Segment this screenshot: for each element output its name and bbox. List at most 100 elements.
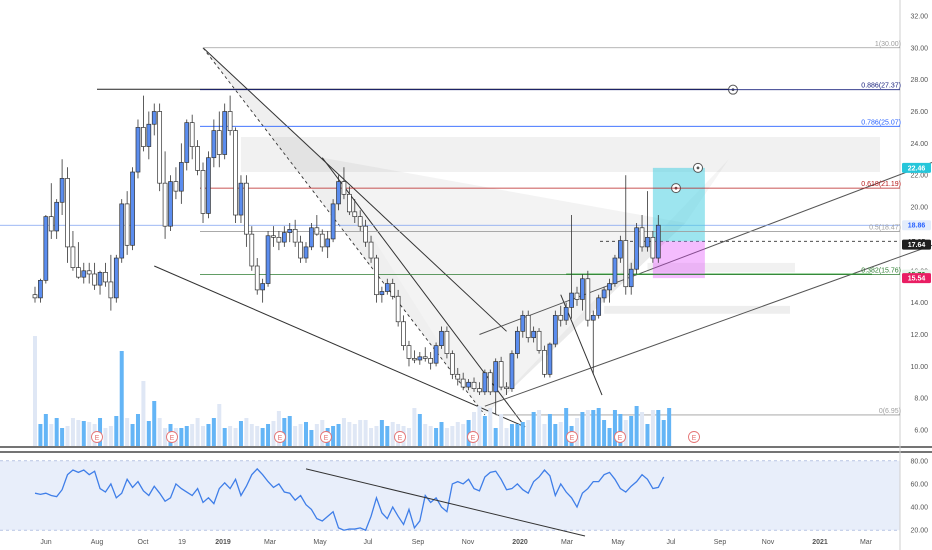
time-tick-label: Nov <box>762 539 775 546</box>
candle-body <box>216 130 222 155</box>
volume-bar <box>282 418 287 446</box>
volume-bar <box>379 420 384 446</box>
candle-body <box>650 236 656 259</box>
volume-bar <box>190 424 195 446</box>
candle-body <box>200 170 206 214</box>
candle-body <box>357 216 363 227</box>
volume-bar <box>298 424 303 446</box>
earnings-marker[interactable] <box>614 431 626 443</box>
candle-body <box>449 353 455 375</box>
price-badge-label: 15.54 <box>908 276 926 283</box>
volume-bar <box>390 422 395 446</box>
volume-bar <box>238 421 243 446</box>
time-tick-label: 19 <box>178 539 186 546</box>
candle-body <box>487 372 493 393</box>
volume-bar <box>201 426 206 446</box>
earnings-marker[interactable] <box>566 431 578 443</box>
volume-bar <box>537 410 542 446</box>
candle-body <box>184 122 190 163</box>
candle-body <box>498 361 504 388</box>
candle-body <box>368 241 374 259</box>
candle-body <box>558 315 564 321</box>
price-tick-label: 14.00 <box>910 300 928 307</box>
candle-body <box>390 283 396 297</box>
price-tick-label: 26.00 <box>910 109 928 116</box>
candle-body <box>493 361 499 393</box>
earnings-marker-label: E <box>398 435 403 442</box>
candle-body <box>520 315 526 332</box>
volume-bar <box>629 416 634 446</box>
earnings-marker-label: E <box>471 435 476 442</box>
volume-bar <box>434 428 439 446</box>
rsi-trendline <box>305 468 586 537</box>
earnings-marker[interactable] <box>688 431 700 443</box>
candle-body <box>48 216 54 232</box>
volume-bar <box>260 428 265 446</box>
price-tick-label: 32.00 <box>910 13 928 20</box>
price-tick-label: 20.00 <box>910 205 928 212</box>
earnings-marker[interactable] <box>320 431 332 443</box>
earnings-marker[interactable] <box>394 431 406 443</box>
volume-bar <box>287 416 292 446</box>
volume-bar <box>222 428 227 446</box>
earnings-marker[interactable] <box>274 431 286 443</box>
volume-bar <box>358 420 363 446</box>
price-tick-label: 6.00 <box>914 428 928 435</box>
candle-body <box>406 345 412 359</box>
time-tick-label: 2020 <box>512 539 528 546</box>
volume-bar <box>70 418 75 446</box>
candle-body <box>141 127 146 147</box>
candle-body <box>211 130 217 159</box>
time-tick-label: May <box>313 539 327 546</box>
volume-bar <box>504 428 509 446</box>
volume-bar <box>314 424 319 446</box>
pattern-line-xa <box>202 47 507 332</box>
volume-bar <box>244 418 249 446</box>
candle-body <box>374 257 379 296</box>
time-tick-label: Mar <box>860 539 873 546</box>
candle-body <box>574 292 580 300</box>
candle-body <box>189 122 195 147</box>
candle-body <box>466 381 471 388</box>
position-target-box[interactable] <box>652 167 705 242</box>
volume-bar <box>347 422 352 446</box>
candle-body <box>76 267 81 278</box>
earnings-marker[interactable] <box>166 431 178 443</box>
rsi-indicator <box>34 467 665 537</box>
volume-bar <box>108 426 113 446</box>
volume-bar <box>125 418 130 446</box>
volume-bar <box>547 414 552 446</box>
candle-body <box>412 358 417 361</box>
volume-bar <box>623 420 628 446</box>
earnings-marker[interactable] <box>91 431 103 443</box>
candle-body <box>563 307 569 321</box>
volume-bar <box>266 424 271 446</box>
candle-body <box>222 111 228 155</box>
volume-bar <box>656 410 661 446</box>
volume-bar <box>488 408 493 446</box>
volume-bar <box>341 418 346 446</box>
time-axis[interactable]: Jun Aug Oct 19 2019 Mar May Jul Sep Nov 2020 Mar May… <box>40 539 872 546</box>
time-tick-label: Mar <box>264 539 277 546</box>
candle-body <box>379 291 385 296</box>
earnings-marker[interactable] <box>467 431 479 443</box>
time-tick-label: Jul <box>667 539 676 546</box>
volume-bar <box>65 426 70 446</box>
volume-bar <box>591 410 596 446</box>
volume-bar <box>417 414 422 446</box>
price-tick-label: 30.00 <box>910 45 928 52</box>
candle-body <box>504 386 509 390</box>
volume-bar <box>493 428 498 446</box>
candle-body <box>81 270 87 278</box>
price-tick-label: 22.00 <box>910 173 928 180</box>
candle-body <box>168 181 173 227</box>
price-tick-label: 8.00 <box>914 396 928 403</box>
position-stop-box[interactable] <box>652 241 705 279</box>
volume-bar <box>309 430 314 446</box>
candle-body <box>460 378 466 388</box>
candle-body <box>417 356 423 361</box>
earnings-marker-label: E <box>618 435 623 442</box>
rsi-axis[interactable]: 80.00 60.00 40.00 20.00 <box>910 458 928 534</box>
